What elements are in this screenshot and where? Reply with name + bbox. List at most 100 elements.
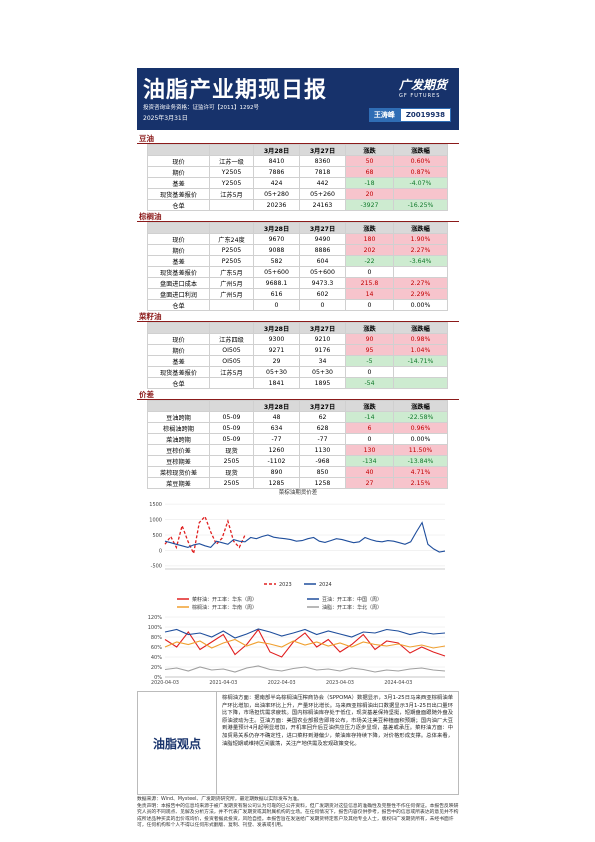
header: 油脂产业期现日报 广发期货 GF FUTURES 投资咨询业务资格：证监许可【2…: [137, 68, 459, 130]
qualification: 投资咨询业务资格：证监许可【2011】1292号: [143, 105, 259, 111]
x-tick-label: 2024-04-03: [384, 680, 412, 686]
table-row: 仓单 0 0 0 0.00%: [147, 299, 448, 311]
table-cell: 34: [299, 355, 346, 367]
table-cell: 95: [345, 344, 394, 356]
table-cell: 2505: [209, 477, 254, 489]
header-cell: [147, 322, 210, 334]
table-cell: 90: [345, 333, 394, 345]
table-cell: 05+600: [299, 266, 346, 278]
table-cell: -22: [345, 255, 394, 267]
series-line: [164, 521, 446, 553]
table-cell: 1.04%: [393, 344, 448, 356]
series-line: [164, 638, 446, 649]
table-cell: 仓单: [147, 299, 210, 311]
header-cell: 涨跌幅: [393, 222, 448, 234]
table-cell: 7886: [253, 166, 300, 178]
header-cell: 3月28日: [253, 400, 300, 412]
table-cell: 850: [299, 466, 346, 478]
table-cell: 现货基差报价: [147, 188, 210, 200]
table-cell: P2505: [209, 244, 254, 256]
table-cell: -5: [345, 355, 394, 367]
data-table: 3月28日 3月27日 涨跌 涨跌幅 现价 广东24度 9670 9490 180 1.90% 期价…: [147, 222, 448, 311]
table-cell: 27: [345, 477, 394, 489]
header-row: 3月28日 3月27日 涨跌 涨跌幅: [147, 144, 448, 156]
table-cell: OI505: [209, 355, 254, 367]
table-cell: 634: [253, 422, 300, 434]
series-line: [164, 628, 446, 639]
table-cell: 基差: [147, 255, 210, 267]
section-title: 菜籽油: [137, 311, 459, 322]
table-cell: 江苏5月: [209, 366, 254, 378]
table-cell: P2505: [209, 255, 254, 267]
table-cell: 现货基差报价: [147, 266, 210, 278]
header-cell: [209, 400, 254, 412]
table-cell: 50: [345, 155, 394, 167]
header-cell: 3月28日: [253, 322, 300, 334]
table-cell: 582: [253, 255, 300, 267]
header-cell: 3月28日: [253, 222, 300, 234]
rate-chart: 0% 20% 40% 60% 80% 100% 120% 2020-04-03 2021-04-…: [148, 596, 446, 686]
table-cell: 0.00%: [393, 433, 448, 445]
disclaimer: 免责声明：本报告中的信息均来源于被广发期货有限公司认为可靠的已公开资料，但广发期…: [137, 803, 459, 829]
table-row: 期价 P2505 9088 8886 202 2.27%: [147, 244, 448, 256]
legend-label: 菜籽油：开工率：华东（周）: [192, 596, 257, 603]
table-cell: [393, 188, 448, 200]
table-cell: 2.27%: [393, 277, 448, 289]
table-cell: 20: [345, 188, 394, 200]
analyst-name: 王涛峰: [368, 108, 400, 122]
table-cell: 1258: [299, 477, 346, 489]
table-cell: 8886: [299, 244, 346, 256]
table-cell: 棕榈油跨期: [147, 422, 210, 434]
table-cell: 05-09: [209, 422, 254, 434]
x-tick-label: 2021-04-03: [209, 680, 237, 686]
table-cell: 202: [345, 244, 394, 256]
table-cell: 现价: [147, 233, 210, 245]
table-cell: 0: [345, 366, 394, 378]
table-cell: 0: [253, 299, 300, 311]
header-cell: 涨跌幅: [393, 400, 448, 412]
table-cell: 基差: [147, 355, 210, 367]
table-cell: 现价: [147, 155, 210, 167]
table-row: 期价 Y2505 7886 7818 68 0.87%: [147, 166, 448, 178]
table-cell: 9088: [253, 244, 300, 256]
logo-cn: 广发期货: [398, 78, 447, 92]
table-cell: 9300: [253, 333, 300, 345]
table-row: 基差 Y2505 424 442 -18 -4.07%: [147, 177, 448, 189]
table-row: 菜油跨期 05-09 -77 -77 0 0.00%: [147, 433, 448, 445]
table-cell: -54: [345, 377, 394, 389]
table-row: 棕榈油跨期 05-09 634 628 6 0.96%: [147, 422, 448, 434]
table-cell: 广州5月: [209, 288, 254, 300]
table-cell: -77: [253, 433, 300, 445]
table-row: 现价 江苏四级 9300 9210 90 0.98%: [147, 333, 448, 345]
table-row: 期价 OI505 9271 9176 95 1.04%: [147, 344, 448, 356]
table-cell: [393, 366, 448, 378]
table-cell: 29: [253, 355, 300, 367]
table-row: 盘面进口利润 广州5月 616 602 14 2.29%: [147, 288, 448, 300]
report-date: 2025年3月31日: [143, 115, 188, 122]
table-cell: [209, 377, 254, 389]
series-line: [164, 665, 446, 673]
table-cell: 期价: [147, 166, 210, 178]
tables: 豆油 3月28日 3月27日 涨跌 涨跌幅 现价 江苏一级 8410 8360 50 0.60% 期价…: [137, 133, 459, 489]
table-cell: [209, 199, 254, 211]
table-cell: OI505: [209, 344, 254, 356]
logo-en: GF FUTURES: [398, 93, 441, 99]
table-cell: 20236: [253, 199, 300, 211]
table-cell: 05+280: [253, 188, 300, 200]
y-tick-label: 0%: [154, 675, 162, 681]
table-cell: 现货: [209, 466, 254, 478]
header-cell: 3月28日: [253, 144, 300, 156]
header-cell: 涨跌幅: [393, 144, 448, 156]
table-row: 现货基差报价 广东5月 05+600 05+600 0: [147, 266, 448, 278]
data-table: 3月28日 3月27日 涨跌 涨跌幅 现价 江苏四级 9300 9210 90 0.98% 期价 OI…: [147, 322, 448, 389]
table-row: 现货基差报价 江苏5月 05+280 05+260 20: [147, 188, 448, 200]
table-cell: 2.29%: [393, 288, 448, 300]
header-cell: 3月27日: [299, 322, 346, 334]
y-tick-label: 500: [152, 533, 162, 539]
y-tick-label: 0: [159, 548, 162, 554]
table-row: 仓单 1841 1895 -54: [147, 377, 448, 389]
table-cell: Y2505: [209, 177, 254, 189]
series-line: [164, 628, 446, 658]
y-tick-label: 1500: [149, 502, 162, 508]
